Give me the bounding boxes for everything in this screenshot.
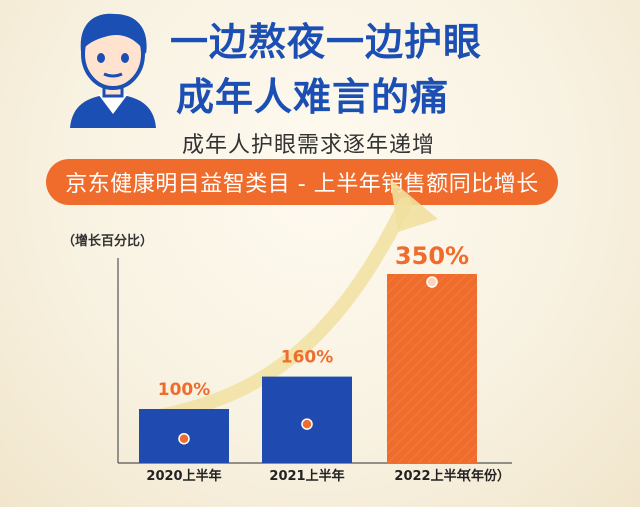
bar-hatch-line [386, 273, 398, 285]
page-subtitle: 成年人护眼需求逐年递增 [182, 133, 436, 158]
bar-hatch-line [386, 313, 478, 405]
bar-hatch-line [386, 343, 478, 435]
x-tick-label: 2022上半年 [394, 468, 469, 484]
bar-hatch-line [386, 273, 418, 305]
bar-hatch-line [467, 453, 478, 464]
bar-hatch-line [386, 323, 478, 415]
value-label: 350% [395, 242, 469, 270]
bar-hatch-line [386, 303, 478, 395]
bar-hatch-line [457, 443, 478, 464]
y-axis-label: （增长百分比） [62, 233, 153, 249]
page-title-line-1: 一边熬夜一边护眼 [170, 20, 483, 64]
x-tick-label: 2020上半年 [146, 468, 221, 484]
bar-hatch-line [437, 423, 478, 464]
bar-marker-dot [301, 418, 313, 430]
bar-hatch-line [386, 273, 478, 365]
bar-hatch-line [386, 273, 468, 355]
bar-hatch-line [386, 293, 478, 385]
x-tick-label: 2021上半年 [269, 468, 344, 484]
bar-hatch-line [386, 363, 478, 455]
bar-hatch-line [386, 353, 478, 445]
bar-hatch-line [386, 273, 458, 345]
bar-marker-dot [426, 276, 438, 288]
bar-hatch-line [397, 383, 478, 464]
page-title-line-2: 成年人难言的痛 [176, 75, 450, 119]
bar-hatch-line [386, 273, 428, 315]
category-banner: 京东健康明目益智类目 - 上半年销售额同比增长 [46, 159, 558, 205]
banner-text: 京东健康明目益智类目 - 上半年销售额同比增长 [65, 172, 539, 197]
bar-hatch-line [386, 333, 478, 425]
bar-hatch-line [386, 273, 408, 295]
x-axis-label: （年份） [458, 468, 510, 484]
upward-arrow-icon [143, 179, 438, 425]
bar-hatch-line [427, 413, 478, 464]
value-label: 160% [281, 348, 334, 368]
bar-hatch-line [407, 393, 478, 464]
bar-hatch-line [387, 373, 478, 464]
bar-hatch-line [447, 433, 478, 464]
bar-hatch-line [386, 283, 478, 375]
bar-marker-dot [178, 432, 190, 445]
person-portrait-icon [70, 13, 156, 128]
value-label: 100% [158, 380, 211, 400]
bar-hatch-line [417, 403, 478, 464]
